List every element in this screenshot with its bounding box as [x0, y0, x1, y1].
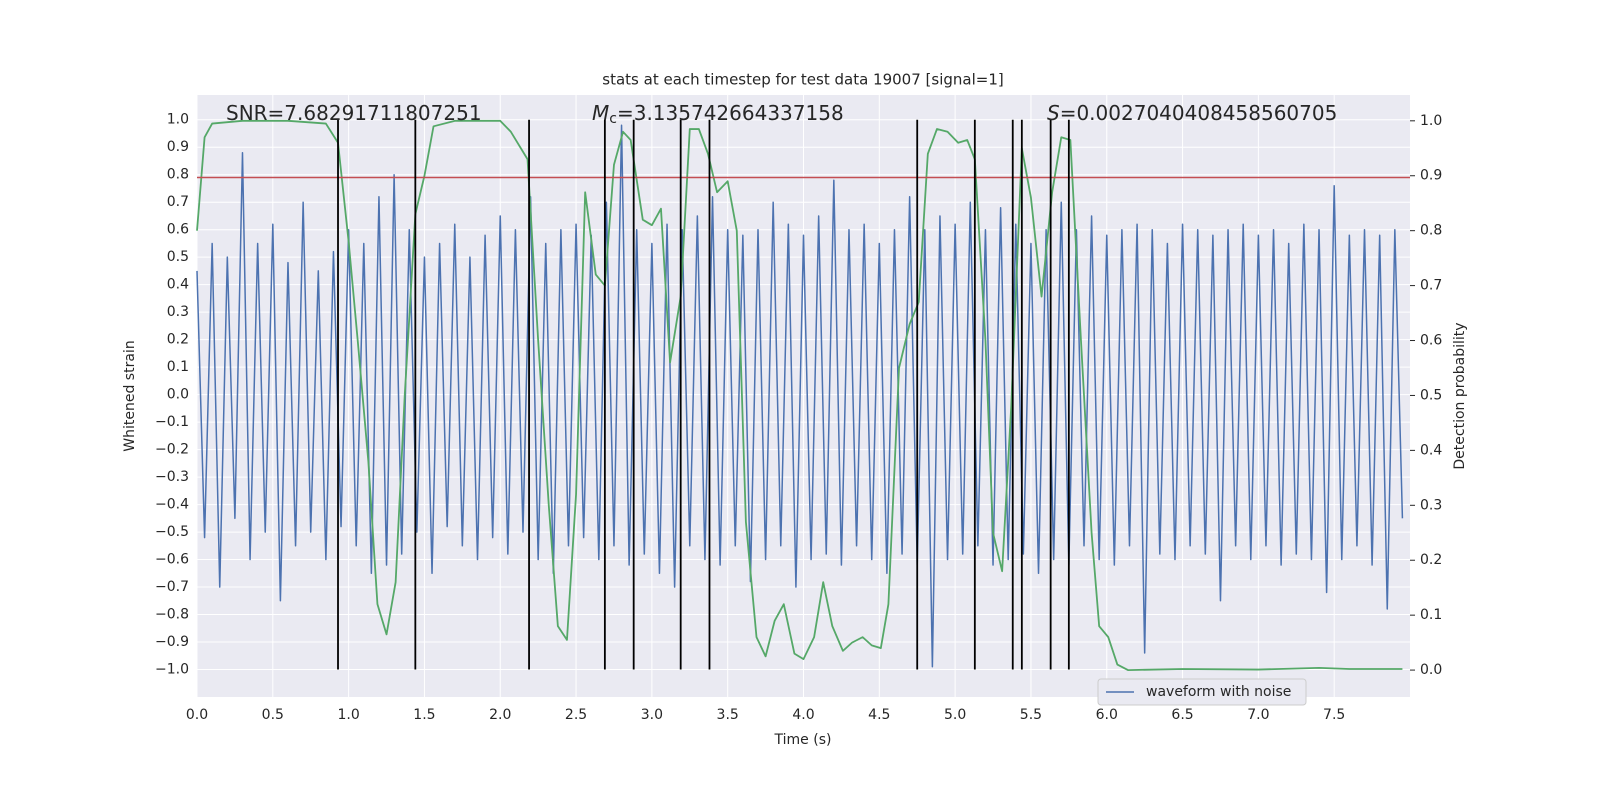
y-tick-label: 0.4	[167, 277, 189, 293]
y-tick-label: −0.7	[155, 579, 189, 595]
y-tick-label: −1.0	[155, 662, 189, 678]
annotation-part: S	[1047, 101, 1060, 125]
y-tick-label: 0.0	[167, 387, 189, 403]
y2-tick-label: 0.6	[1420, 333, 1442, 349]
y-tick-label: 0.3	[167, 304, 189, 320]
legend-box	[1097, 678, 1307, 706]
y-tick-label: −0.8	[155, 607, 189, 623]
y-tick-label: −0.3	[155, 469, 189, 485]
y-tick-label: 0.5	[167, 249, 189, 265]
annotation-part: SNR=7.68291711807251	[226, 101, 482, 125]
x-tick-label: 6.0	[1096, 707, 1118, 723]
y-tick-label: 0.2	[167, 332, 189, 348]
y-tick-label: −0.9	[155, 634, 189, 650]
legend: waveform with noise	[1097, 678, 1307, 706]
y-axis-label: Whitened strain	[122, 340, 138, 451]
chart-title: stats at each timestep for test data 190…	[602, 71, 1003, 89]
x-tick-label: 6.5	[1171, 707, 1193, 723]
y2-tick-label: 0.8	[1420, 223, 1442, 239]
y2-tick-label: 0.1	[1420, 607, 1442, 623]
y-tick-label: 0.1	[167, 359, 189, 375]
y-tick-label: 0.7	[167, 194, 189, 210]
y-tick-label: 1.0	[167, 112, 189, 128]
y2-tick-label: 0.3	[1420, 497, 1442, 513]
y-tick-label: 0.9	[167, 139, 189, 155]
x-tick-label: 2.0	[489, 707, 511, 723]
annotation-part: =0.0027040408458560705	[1060, 101, 1338, 125]
y-tick-label: 0.8	[167, 167, 189, 183]
y2-tick-label: 0.2	[1420, 552, 1442, 568]
x-axis-label: Time (s)	[774, 732, 832, 748]
x-tick-label: 0.5	[262, 707, 284, 723]
x-tick-label: 5.5	[1020, 707, 1042, 723]
x-tick-label: 3.5	[717, 707, 739, 723]
annotation-part: M	[592, 101, 609, 125]
x-tick-label: 0.0	[186, 707, 208, 723]
x-tick-label: 3.0	[641, 707, 663, 723]
y2-tick-label: 1.0	[1420, 113, 1442, 129]
y2-tick-label: 0.9	[1420, 168, 1442, 184]
y-tick-label: −0.6	[155, 552, 189, 568]
probability-line	[196, 119, 1403, 671]
x-tick-label: 2.5	[565, 707, 587, 723]
y2-tick-label: 0.7	[1420, 278, 1442, 294]
y2-axis-label: Detection probability	[1452, 322, 1468, 469]
x-tick-label: 7.0	[1247, 707, 1269, 723]
x-tick-label: 5.0	[944, 707, 966, 723]
x-tick-label: 7.5	[1323, 707, 1345, 723]
annotation: Mc=3.135742664337158	[592, 101, 844, 128]
x-tick-label: 4.0	[792, 707, 814, 723]
x-tick-label: 1.0	[337, 707, 359, 723]
annotation: SNR=7.68291711807251	[226, 101, 482, 125]
annotation-part: =3.135742664337158	[617, 101, 844, 125]
legend-label: waveform with noise	[1146, 684, 1291, 700]
y-tick-label: −0.2	[155, 442, 189, 458]
annotation: S=0.0027040408458560705	[1047, 101, 1337, 125]
y-tick-label: 0.6	[167, 222, 189, 238]
y-tick-label: −0.5	[155, 524, 189, 540]
y-tick-label: −0.1	[155, 414, 189, 430]
x-tick-label: 4.5	[868, 707, 890, 723]
y2-tick-label: 0.5	[1420, 387, 1442, 403]
y2-tick-label: 0.4	[1420, 442, 1442, 458]
y-tick-label: −0.4	[155, 497, 189, 513]
annotation-part: c	[609, 111, 617, 127]
x-tick-label: 1.5	[413, 707, 435, 723]
y2-tick-label: 0.0	[1420, 662, 1442, 678]
waveform-line	[196, 124, 1404, 668]
